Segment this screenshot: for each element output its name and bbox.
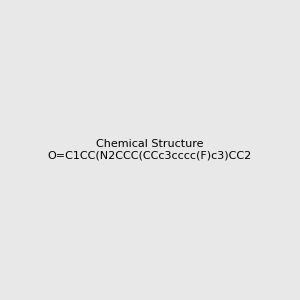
- Text: Chemical Structure
O=C1CC(N2CCC(CCc3cccc(F)c3)CC2: Chemical Structure O=C1CC(N2CCC(CCc3cccc…: [48, 139, 252, 161]
